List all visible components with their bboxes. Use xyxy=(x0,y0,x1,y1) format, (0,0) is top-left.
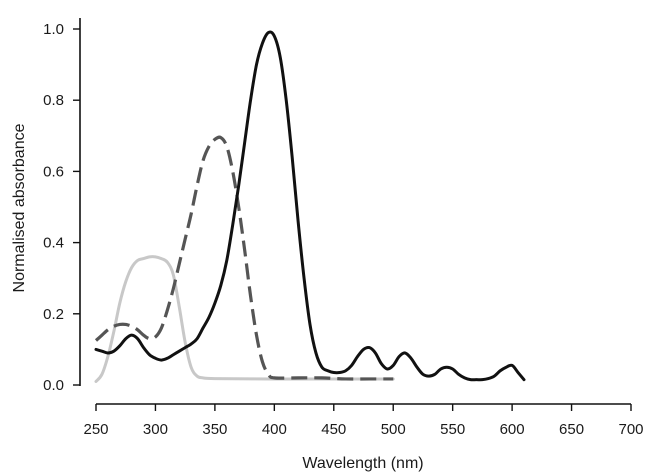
x-tick-label: 450 xyxy=(321,421,346,438)
x-tick-label: 300 xyxy=(143,421,168,438)
series-line-2 xyxy=(94,135,394,381)
y-tick-label: 1.0 xyxy=(43,21,64,38)
x-tick-label: 500 xyxy=(381,421,406,438)
x-axis-title: Wavelength (nm) xyxy=(302,455,423,472)
series-layer xyxy=(94,30,526,383)
series-line-1 xyxy=(94,255,395,383)
y-axis-title: Normalised absorbance xyxy=(11,123,28,292)
y-tick-label: 0.0 xyxy=(43,377,64,394)
x-tick-label: 700 xyxy=(618,421,643,438)
y-tick-label: 0.4 xyxy=(43,235,64,252)
x-tick-label: 650 xyxy=(559,421,584,438)
series-line-3 xyxy=(94,30,526,382)
x-axis-ticks: 250 300 350 400 450 500 550 600 650 700 xyxy=(83,404,644,438)
x-tick-label: 250 xyxy=(83,421,108,438)
x-tick-label: 600 xyxy=(500,421,525,438)
y-tick-label: 0.6 xyxy=(43,163,64,180)
x-tick-label: 550 xyxy=(440,421,465,438)
x-tick-label: 400 xyxy=(262,421,287,438)
y-axis-ticks: 0.0 0.2 0.4 0.6 0.8 1.0 xyxy=(43,21,80,394)
y-tick-label: 0.8 xyxy=(43,92,64,109)
x-tick-label: 350 xyxy=(202,421,227,438)
y-tick-label: 0.2 xyxy=(43,306,64,323)
